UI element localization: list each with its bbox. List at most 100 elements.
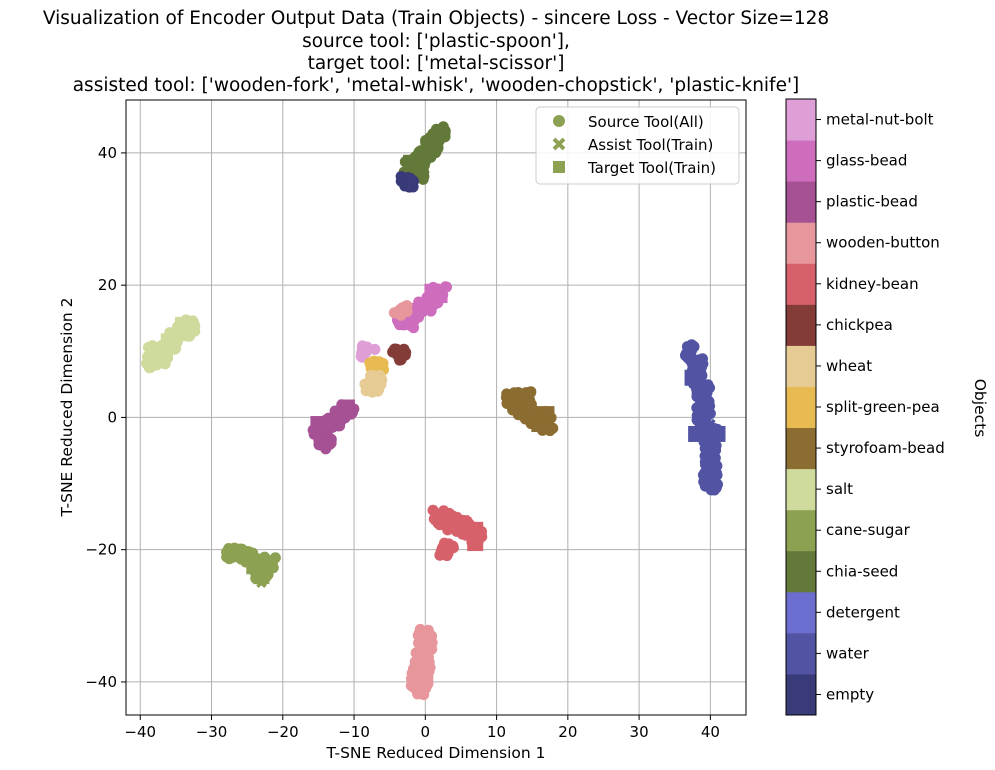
target-point (531, 416, 548, 433)
colorbar-swatch (786, 386, 816, 429)
target-point (702, 455, 719, 472)
assist-point (519, 392, 531, 403)
colorbar-swatch (786, 99, 816, 141)
colorbar-tick-label: metal-nut-bolt (826, 111, 934, 129)
y-tick-label: −20 (85, 541, 117, 559)
assist-point (441, 511, 452, 522)
colorbar-swatch (786, 263, 816, 305)
assist-point (698, 405, 709, 417)
colorbar-tick-label: detergent (826, 603, 900, 621)
colorbar-tick-label: empty (826, 685, 874, 703)
target-point (467, 535, 484, 552)
legend-x-marker (552, 137, 566, 151)
colorbar-swatch (786, 632, 816, 675)
target-point (709, 425, 726, 442)
assist-point (434, 127, 445, 139)
assist-point (156, 352, 167, 364)
plot-frame (125, 99, 747, 716)
target-point (338, 399, 355, 416)
x-axis-label: T-SNE Reduced Dimension 1 (325, 744, 545, 762)
assist-point (505, 392, 517, 403)
legend-square-marker (553, 161, 565, 173)
title-line-1: Visualization of Encoder Output Data (Tr… (43, 8, 829, 29)
target-point (452, 515, 469, 532)
colorbar-swatch (786, 550, 816, 593)
colorbar-swatch (786, 591, 816, 634)
source-point (356, 340, 368, 352)
target-point (695, 389, 712, 406)
y-tick-label: 40 (98, 144, 117, 162)
chart-title: Visualization of Encoder Output Data (Tr… (43, 8, 829, 96)
legend: Source Tool(All) Assist Tool(Train) Targ… (535, 106, 740, 185)
target-point (688, 425, 705, 442)
assist-point (184, 326, 196, 337)
source-point (426, 637, 438, 649)
colorbar-tick-label: split-green-pea (826, 398, 940, 416)
source-point (364, 357, 376, 369)
assist-point (705, 478, 716, 489)
colorbar-swatch (786, 427, 816, 470)
source-point (547, 422, 559, 434)
source-point (371, 376, 383, 388)
colorbar-tick-label: glass-bead (826, 152, 907, 170)
colorbar-swatch (786, 222, 816, 264)
legend-circle-marker (553, 115, 565, 127)
source-point (360, 379, 372, 391)
colorbar-frame (785, 98, 817, 716)
assist-point (420, 630, 431, 641)
source-point (267, 556, 279, 568)
assist-point (462, 527, 474, 539)
target-point (417, 667, 434, 684)
colorbar-swatch (786, 509, 816, 552)
x-tick-label: 10 (487, 723, 506, 741)
colorbar-swatch (786, 140, 816, 182)
plot-background (126, 100, 746, 715)
x-tick-label: −30 (196, 723, 228, 741)
colorbar-tick-label: water (826, 644, 870, 662)
assist-point (705, 418, 716, 430)
x-tick-label: −20 (267, 723, 299, 741)
assist-point (427, 147, 438, 159)
x-tick-label: −40 (124, 723, 156, 741)
title-line-4: assisted tool: ['wooden-fork', 'metal-wh… (73, 75, 800, 96)
colorbar-tick-label: kidney-bean (826, 275, 919, 293)
colorbar-swatch (786, 181, 816, 223)
data-points (141, 121, 726, 701)
assist-point (441, 544, 452, 555)
source-point (377, 357, 389, 369)
source-point (447, 540, 459, 552)
colorbar-tick-label: chia-seed (826, 562, 898, 580)
colorbar-tick-label: cane-sugar (826, 521, 911, 539)
colorbar: empty water detergent chia-seed cane-sugar sa… (785, 98, 945, 716)
assist-point (402, 177, 413, 188)
target-point (684, 369, 701, 386)
x-tick-label: −10 (338, 723, 370, 741)
target-point (228, 544, 245, 561)
x-tick-label: 30 (630, 723, 649, 741)
colorbar-tick-label: styrofoam-bead (826, 439, 945, 457)
colorbar-swatch (786, 304, 816, 346)
colorbar-tick-label: chickpea (826, 316, 893, 334)
colorbar-tick-label: plastic-bead (826, 193, 918, 211)
legend-label-source: Source Tool(All) (588, 113, 704, 131)
assist-point (241, 547, 253, 559)
x-tick-label: 0 (421, 723, 431, 741)
assist-point (320, 438, 331, 450)
colorbar-tick-label: wheat (826, 357, 872, 375)
legend-label-assist: Assist Tool(Train) (588, 136, 713, 154)
assist-point (256, 577, 267, 588)
y-tick-label: 20 (98, 276, 117, 294)
x-ticks: −40 −30 −20 −10 0 10 20 30 40 (124, 715, 720, 741)
assist-point (412, 683, 424, 694)
x-tick-label: 20 (558, 723, 577, 741)
colorbar-tick-label: wooden-button (826, 234, 940, 252)
source-point (388, 307, 400, 319)
assist-point (705, 445, 716, 456)
x-tick-label: 40 (701, 723, 720, 741)
y-axis-label: T-SNE Reduced Dimension 2 (58, 297, 76, 517)
colorbar-swatch (786, 673, 816, 716)
target-point (160, 333, 177, 350)
title-line-3: target tool: ['metal-scissor'] (308, 53, 565, 74)
plot-area: −40 −30 −20 −10 0 10 20 30 40 −40 −20 0 20 40 (85, 99, 747, 741)
